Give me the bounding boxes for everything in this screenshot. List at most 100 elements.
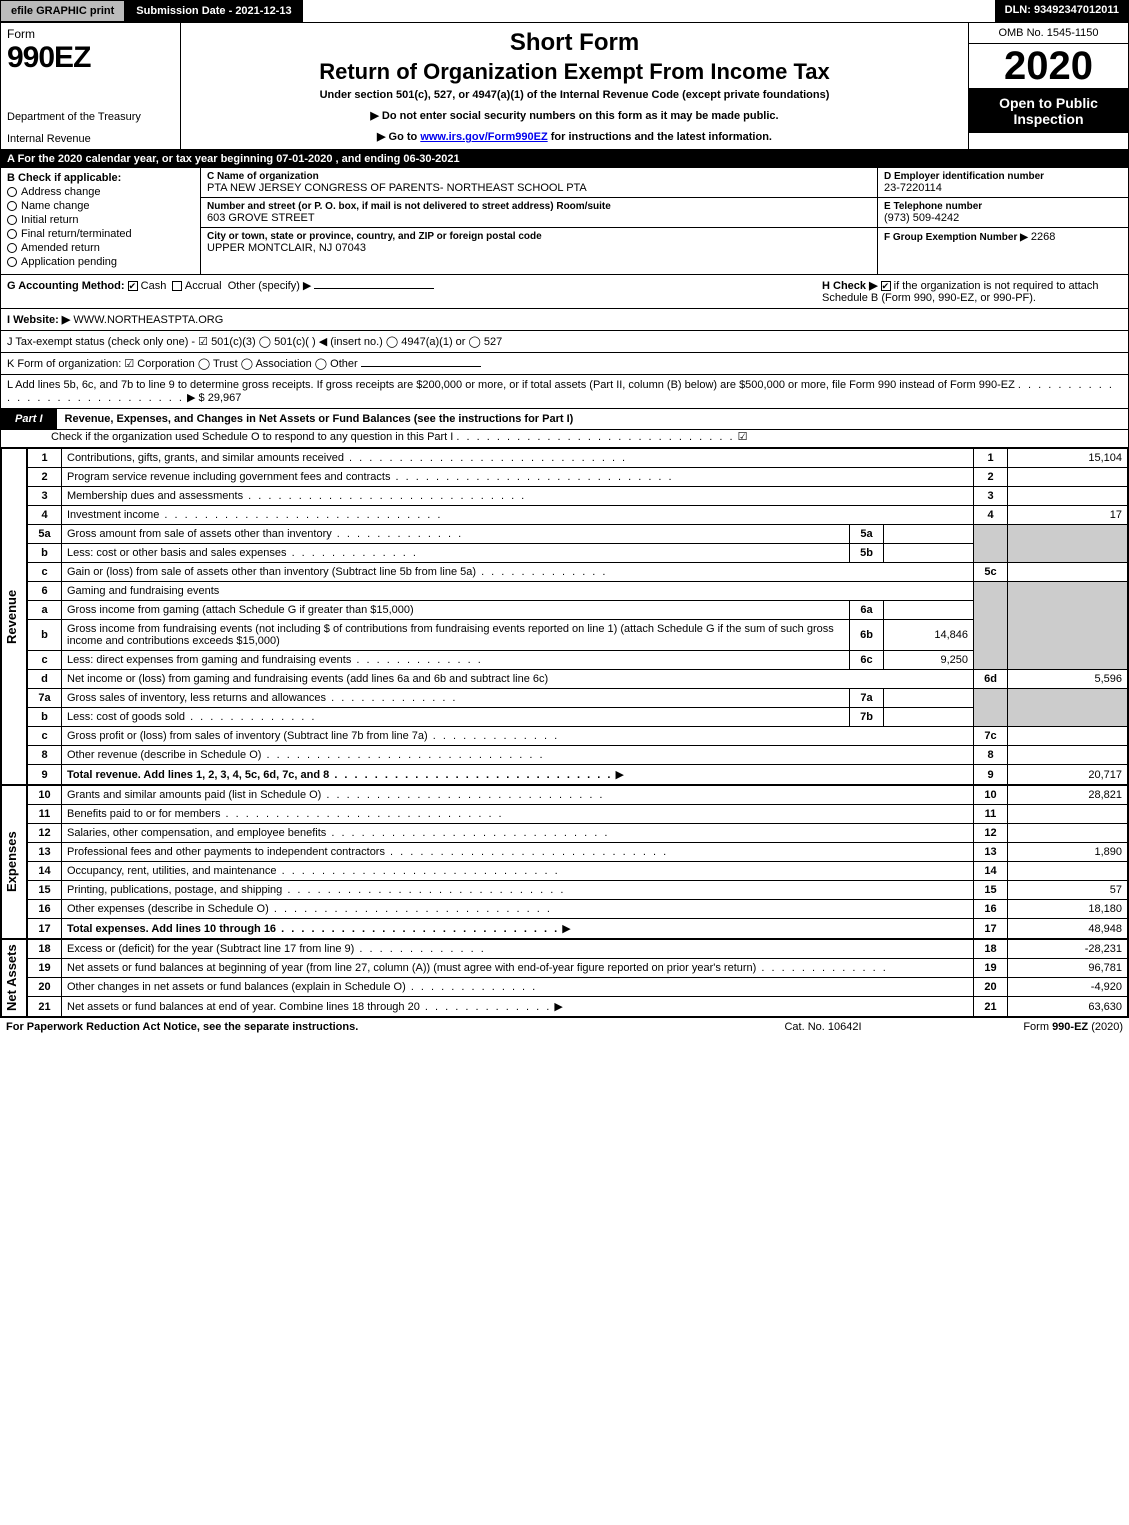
row-num: 10 bbox=[28, 786, 62, 805]
topbar-spacer bbox=[303, 0, 995, 22]
chk-accrual[interactable] bbox=[172, 281, 182, 291]
row-desc: Gaming and fundraising events bbox=[62, 582, 974, 601]
table-row: 10 Grants and similar amounts paid (list… bbox=[28, 786, 1128, 805]
row-inner-num: 7a bbox=[850, 689, 884, 708]
footer-left: For Paperwork Reduction Act Notice, see … bbox=[6, 1021, 723, 1033]
row-inner-num: 6a bbox=[850, 601, 884, 620]
footer-right-form: 990-EZ bbox=[1052, 1021, 1088, 1033]
row-num: 15 bbox=[28, 881, 62, 900]
form-header: Form 990EZ Department of the Treasury In… bbox=[1, 23, 1128, 150]
row-value bbox=[1008, 487, 1128, 506]
shaded-cell bbox=[974, 525, 1008, 563]
row-refnum: 7c bbox=[974, 727, 1008, 746]
row-desc: Total revenue. Add lines 1, 2, 3, 4, 5c,… bbox=[62, 765, 974, 785]
row-desc: Excess or (deficit) for the year (Subtra… bbox=[62, 940, 974, 959]
org-addr-row: Number and street (or P. O. box, if mail… bbox=[201, 198, 877, 228]
line-l-text: L Add lines 5b, 6c, and 7b to line 9 to … bbox=[7, 379, 1015, 391]
section-bcd: B Check if applicable: Address change Na… bbox=[1, 168, 1128, 275]
submission-date-button[interactable]: Submission Date - 2021-12-13 bbox=[125, 0, 302, 22]
table-row: c Less: direct expenses from gaming and … bbox=[28, 651, 1128, 670]
table-row: 13 Professional fees and other payments … bbox=[28, 843, 1128, 862]
row-desc: Less: cost of goods sold bbox=[62, 708, 850, 727]
row-refnum: 20 bbox=[974, 978, 1008, 997]
expenses-vert-label: Expenses bbox=[1, 785, 27, 939]
chk-h[interactable] bbox=[881, 281, 891, 291]
row-num: c bbox=[28, 651, 62, 670]
chk-name-change[interactable]: Name change bbox=[7, 200, 194, 212]
table-row: 20 Other changes in net assets or fund b… bbox=[28, 978, 1128, 997]
revenue-section: Revenue 1 Contributions, gifts, grants, … bbox=[1, 448, 1128, 785]
phone-row: E Telephone number (973) 509-4242 bbox=[878, 198, 1128, 228]
chk-initial-return[interactable]: Initial return bbox=[7, 214, 194, 226]
table-row: c Gross profit or (loss) from sales of i… bbox=[28, 727, 1128, 746]
row-refnum: 2 bbox=[974, 468, 1008, 487]
shaded-cell bbox=[974, 582, 1008, 670]
footer-catno: Cat. No. 10642I bbox=[723, 1021, 923, 1033]
chk-label: Initial return bbox=[21, 214, 78, 226]
row-refnum: 1 bbox=[974, 449, 1008, 468]
row-value bbox=[1008, 746, 1128, 765]
table-row: 12 Salaries, other compensation, and emp… bbox=[28, 824, 1128, 843]
revenue-table: 1 Contributions, gifts, grants, and simi… bbox=[27, 448, 1128, 785]
row-desc: Other expenses (describe in Schedule O) bbox=[62, 900, 974, 919]
chk-label: Address change bbox=[21, 186, 101, 198]
ein-row: D Employer identification number 23-7220… bbox=[878, 168, 1128, 198]
chk-address-change[interactable]: Address change bbox=[7, 186, 194, 198]
row-num: 3 bbox=[28, 487, 62, 506]
row-refnum: 13 bbox=[974, 843, 1008, 862]
row-desc: Gross profit or (loss) from sales of inv… bbox=[62, 727, 974, 746]
row-refnum: 9 bbox=[974, 765, 1008, 785]
row-num: 8 bbox=[28, 746, 62, 765]
row-num: 6 bbox=[28, 582, 62, 601]
row-value bbox=[1008, 824, 1128, 843]
other-specify-field[interactable] bbox=[314, 288, 434, 289]
no-ssn-line: ▶ Do not enter social security numbers o… bbox=[191, 109, 958, 122]
part1-sub-dots bbox=[456, 431, 734, 443]
footer-right-post: (2020) bbox=[1091, 1021, 1123, 1033]
table-row: 17 Total expenses. Add lines 10 through … bbox=[28, 919, 1128, 939]
dept-irs: Internal Revenue bbox=[7, 133, 174, 145]
table-row: 8 Other revenue (describe in Schedule O)… bbox=[28, 746, 1128, 765]
row-value bbox=[1008, 727, 1128, 746]
row-value: 57 bbox=[1008, 881, 1128, 900]
row-num: 1 bbox=[28, 449, 62, 468]
line-k-text: K Form of organization: ☑ Corporation ◯ … bbox=[7, 358, 358, 370]
line-g-h: G Accounting Method: Cash Accrual Other … bbox=[1, 275, 1128, 309]
chk-amended-return[interactable]: Amended return bbox=[7, 242, 194, 254]
table-row: 21 Net assets or fund balances at end of… bbox=[28, 997, 1128, 1017]
row-desc: Gross amount from sale of assets other t… bbox=[62, 525, 850, 544]
row-value: 5,596 bbox=[1008, 670, 1128, 689]
table-row: 3 Membership dues and assessments 3 bbox=[28, 487, 1128, 506]
line-l-amount: ▶ $ 29,967 bbox=[187, 392, 241, 404]
header-left: Form 990EZ Department of the Treasury In… bbox=[1, 23, 181, 149]
row-inner-num: 7b bbox=[850, 708, 884, 727]
efile-print-button[interactable]: efile GRAPHIC print bbox=[0, 0, 125, 22]
chk-application-pending[interactable]: Application pending bbox=[7, 256, 194, 268]
row-desc: Gross sales of inventory, less returns a… bbox=[62, 689, 850, 708]
row-desc: Gross income from gaming (attach Schedul… bbox=[62, 601, 850, 620]
row-inner-val bbox=[884, 544, 974, 563]
row-inner-num: 6b bbox=[850, 620, 884, 651]
chk-final-return[interactable]: Final return/terminated bbox=[7, 228, 194, 240]
table-row: b Gross income from fundraising events (… bbox=[28, 620, 1128, 651]
row-refnum: 3 bbox=[974, 487, 1008, 506]
form-outer: Form 990EZ Department of the Treasury In… bbox=[0, 22, 1129, 1018]
row-value bbox=[1008, 468, 1128, 487]
row-desc: Net assets or fund balances at beginning… bbox=[62, 959, 974, 978]
row-refnum: 8 bbox=[974, 746, 1008, 765]
netassets-vert-label: Net Assets bbox=[1, 939, 27, 1017]
row-inner-val bbox=[884, 525, 974, 544]
page-footer: For Paperwork Reduction Act Notice, see … bbox=[0, 1018, 1129, 1036]
row-inner-num: 6c bbox=[850, 651, 884, 670]
ein-value: 23-7220114 bbox=[884, 182, 1122, 194]
footer-right: Form 990-EZ (2020) bbox=[923, 1021, 1123, 1033]
chk-cash[interactable] bbox=[128, 281, 138, 291]
row-inner-val bbox=[884, 689, 974, 708]
irs-link[interactable]: www.irs.gov/Form990EZ bbox=[420, 131, 547, 143]
row-num: 4 bbox=[28, 506, 62, 525]
row-refnum: 21 bbox=[974, 997, 1008, 1017]
row-num: a bbox=[28, 601, 62, 620]
line-k-other-field[interactable] bbox=[361, 366, 481, 367]
row-desc: Net assets or fund balances at end of ye… bbox=[62, 997, 974, 1017]
expenses-table: 10 Grants and similar amounts paid (list… bbox=[27, 785, 1128, 939]
